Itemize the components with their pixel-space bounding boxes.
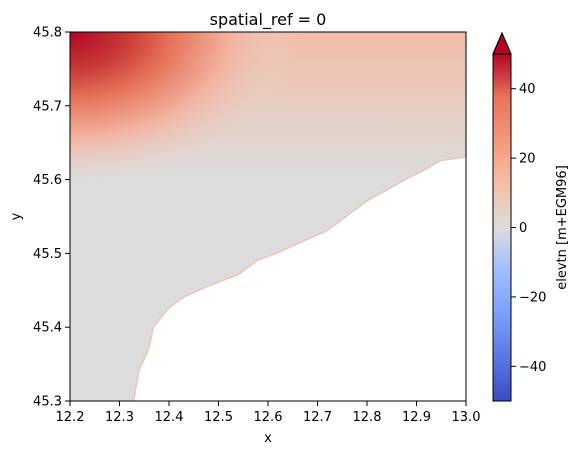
x-tick-label: 12.2: [56, 410, 85, 425]
x-axis: 12.2 12.3 12.4 12.5 12.6 12.7 12.8 12.9 13.0: [56, 401, 481, 425]
y-tick-label: 45.5: [33, 247, 62, 262]
y-axis: 45.3 45.4 45.5 45.6 45.7 45.8: [33, 26, 70, 410]
x-tick-label: 12.7: [303, 410, 332, 425]
x-tick-label: 12.4: [155, 410, 184, 425]
x-tick-label: 12.6: [254, 410, 283, 425]
x-tick-label: 12.3: [105, 410, 134, 425]
colorbar-label: elevtn [m+EGM96]: [555, 165, 570, 290]
x-tick-label: 12.9: [402, 410, 431, 425]
coastline-edge: [132, 156, 466, 401]
colorbar-tick-label: −40: [519, 360, 546, 375]
y-tick-label: 45.7: [33, 99, 62, 114]
colorbar-extend-arrow: [492, 31, 512, 55]
plot-area: [69, 31, 467, 402]
colorbar-tick-label: 0: [519, 221, 527, 236]
y-axis-label: y: [9, 212, 24, 220]
y-tick-label: 45.8: [33, 26, 62, 41]
y-tick-label: 45.3: [33, 395, 62, 410]
colorbar-ticks: 40 20 0 −20 −40: [511, 82, 546, 375]
x-tick-label: 12.5: [204, 410, 233, 425]
y-tick-label: 45.4: [33, 321, 62, 336]
x-tick-label: 13.0: [452, 410, 481, 425]
colorbar-tick-label: −20: [519, 290, 546, 305]
x-axis-label: x: [264, 431, 272, 446]
colorbar-tick-label: 20: [519, 152, 536, 167]
colorbar-gradient: [493, 54, 511, 401]
colorbar-outline: [492, 31, 512, 402]
colorbar: 40 20 0 −20 −40 elevtn [m+EGM96]: [492, 31, 570, 402]
x-tick-label: 12.8: [353, 410, 382, 425]
colorbar-tick-label: 40: [519, 82, 536, 97]
y-tick-label: 45.6: [33, 173, 62, 188]
chart-title: spatial_ref = 0: [210, 10, 327, 30]
